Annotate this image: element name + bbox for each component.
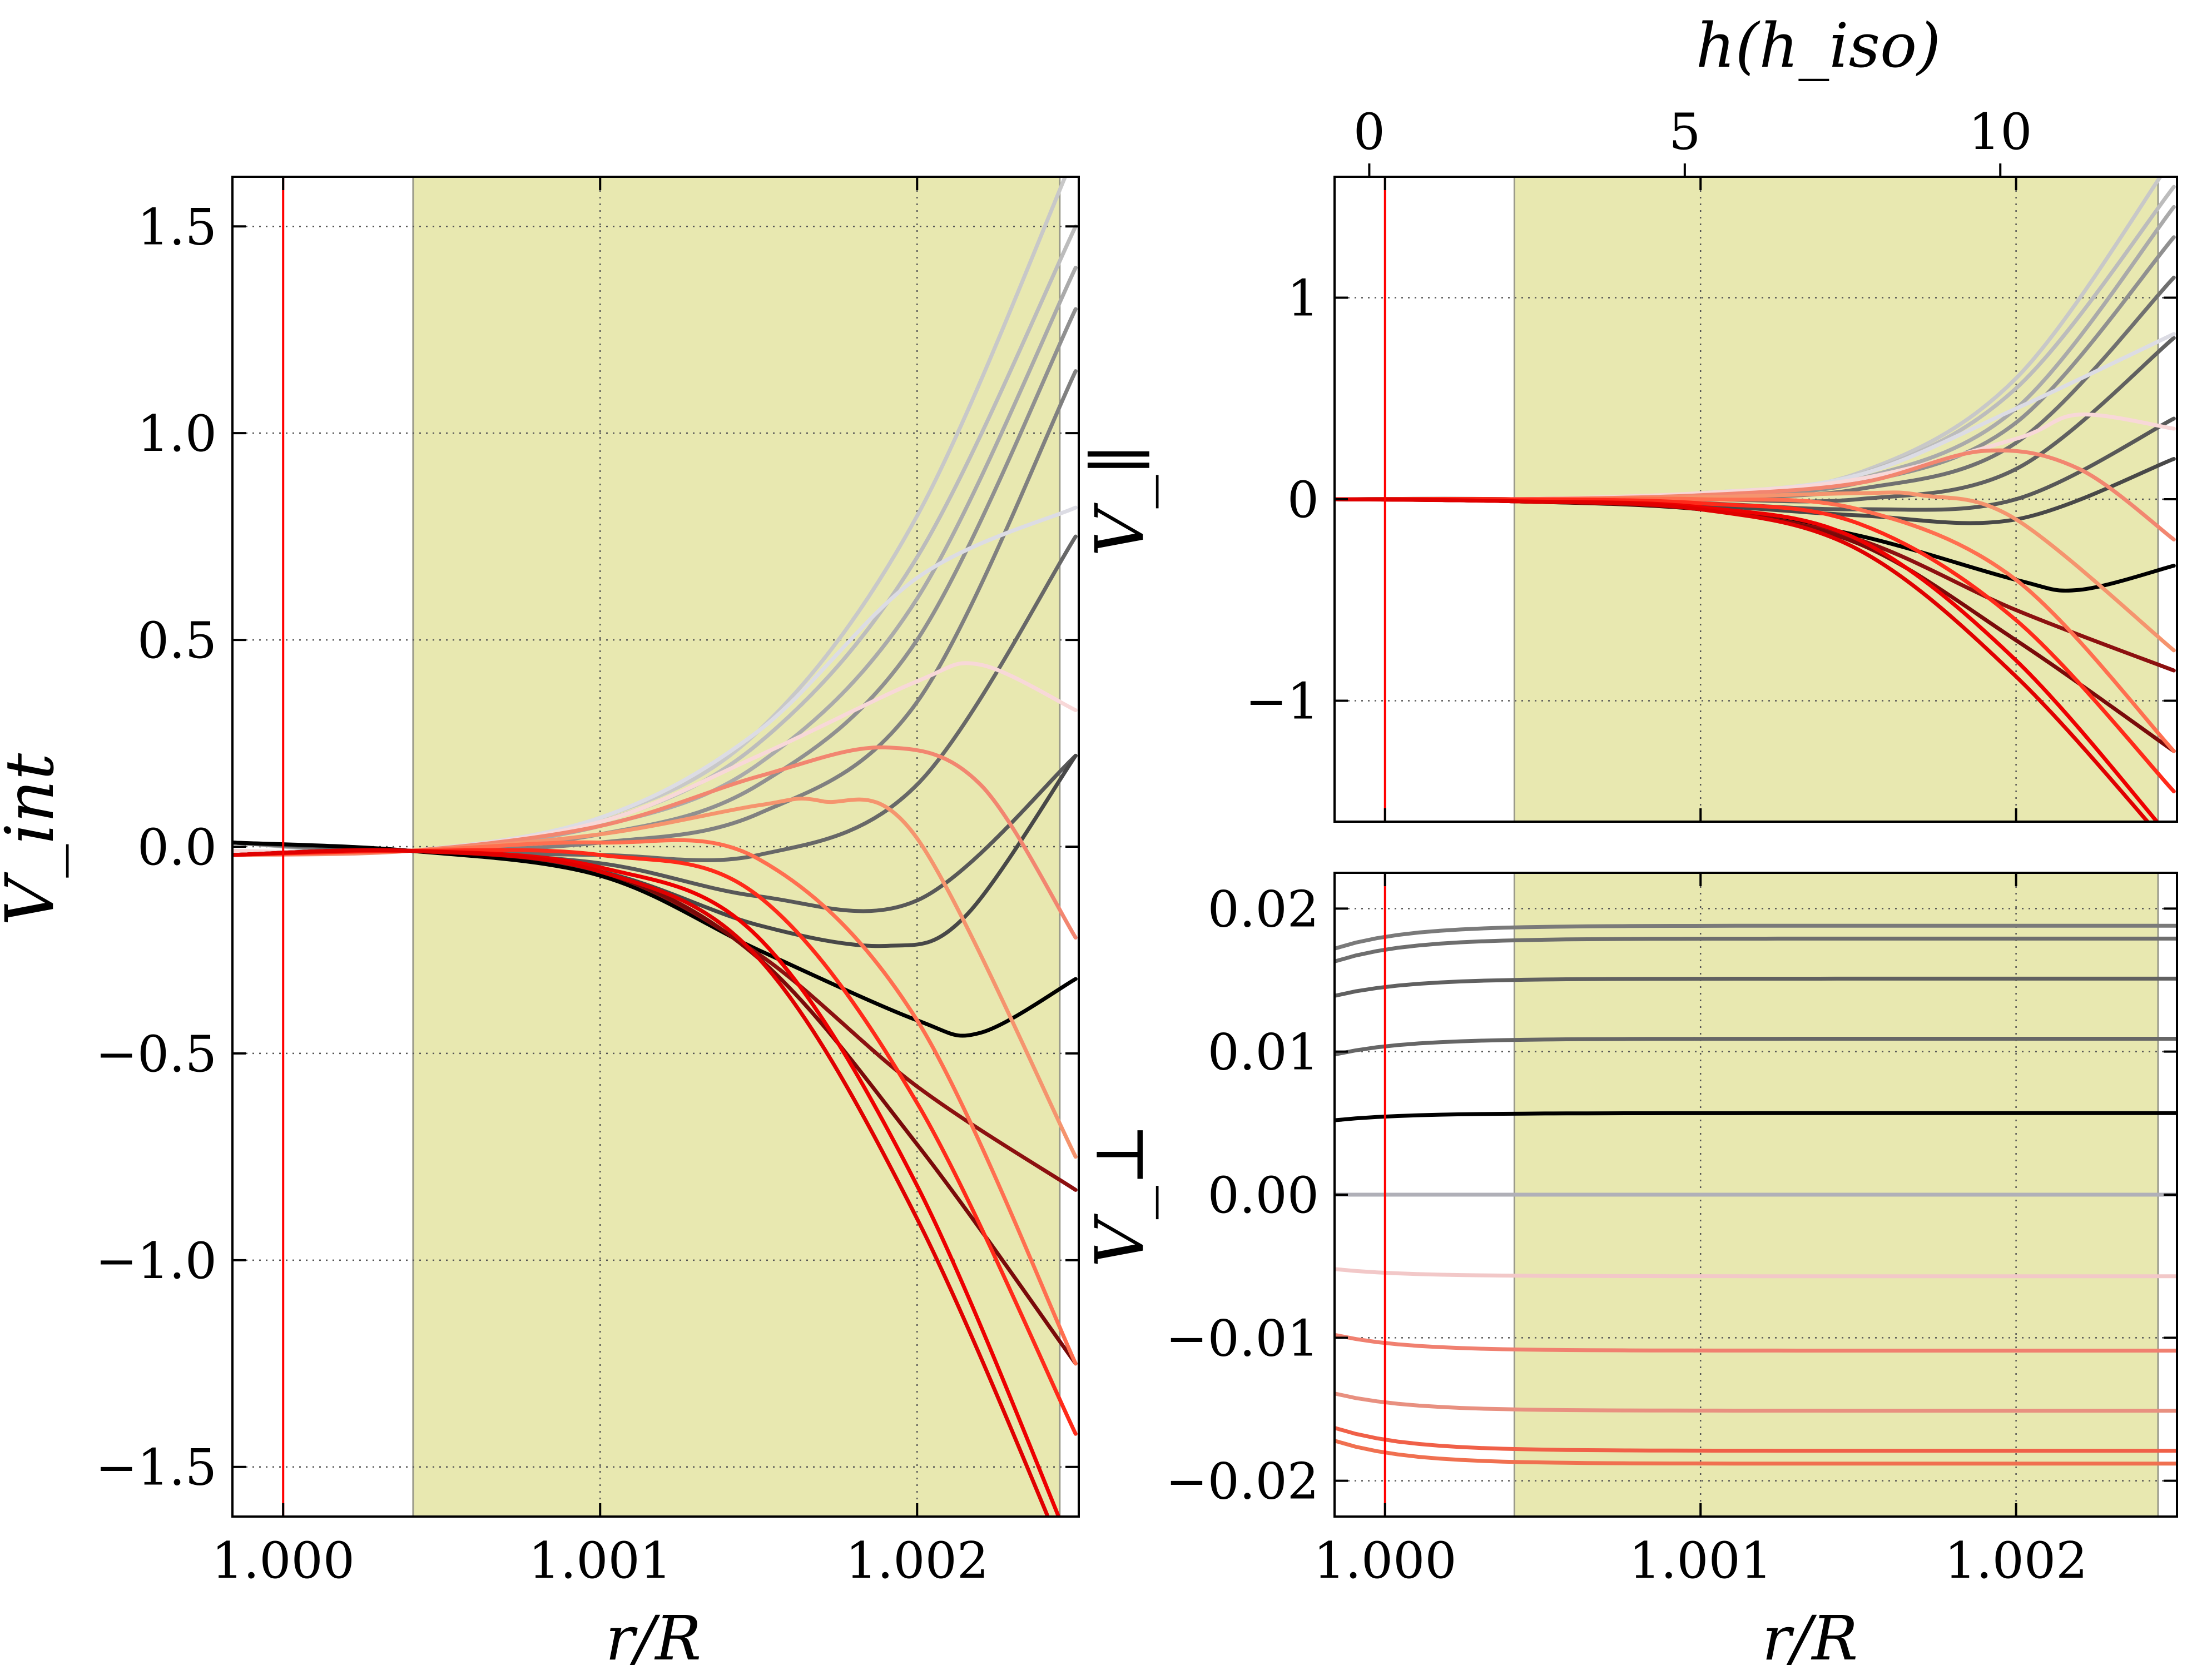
vint-series [232,177,1078,1517]
vperp-series-black [1335,1111,2177,1122]
vperp-x-tick-label: 1.002 [1945,1532,2088,1590]
vperp-y-tick-label: −0.02 [1166,1453,1319,1511]
vint-series-red-3 [232,848,1050,1517]
vperp-y-tick-labels: −0.02 −0.01 0.00 0.01 0.02 [1166,880,1319,1510]
vint-x-tick-label: 1.001 [528,1532,672,1590]
panel-vint: 1.000 1.001 1.002 −1.5 −1.0 −0.5 0.0 0.5 1.0 1.5… [0,176,1080,1674]
vint-x-tick-label: 1.000 [211,1532,355,1590]
vperp-y-tick-label: −0.01 [1166,1309,1319,1368]
vperp-x-tick-labels: 1.000 1.001 1.002 [1313,1532,2087,1590]
vint-y-tick-label: 0.5 [137,612,217,670]
vint-y-tick-label: −0.5 [95,1025,217,1083]
vperp-ticks [1335,873,2177,1517]
vpar-ticks [1335,163,2177,822]
vperp-series-coral-1 [1335,1426,2177,1453]
vperp-series-grey-3 [1335,976,2177,998]
vpar-series-red-3 [1335,497,2150,822]
vperp-series [1335,923,2177,1466]
vpar-top-label-text: h(h_iso) [1696,10,1941,81]
vint-xlabel-text: r/R [606,1603,701,1674]
vpar-top-axis-label: h(h_iso) [1696,10,1941,81]
vperp-x-tick-label: 1.000 [1313,1532,1457,1590]
vint-x-axis-label: r/R [606,1603,701,1674]
vpar-y-tick-label: 0 [1287,471,1319,529]
vint-y-tick-label: −1.0 [95,1232,217,1290]
vpar-top-tick-label: 0 [1353,103,1385,161]
vperp-y-tick-label: 0.00 [1208,1166,1319,1225]
vint-ticks [232,177,1079,1517]
vint-y-axis-label: V_int [0,753,69,926]
vperp-y-tick-label: 0.01 [1208,1023,1319,1082]
panel-vperp: 1.000 1.001 1.002 −0.02 −0.01 0.00 0.01 0.02 r… [1082,872,2178,1674]
vint-y-tick-label: 0.0 [137,818,217,877]
vint-y-tick-label: 1.0 [137,405,217,463]
vint-ylabel-text: V_int [0,753,69,926]
vpar-ylabel-text: V_∥ [1082,444,1159,556]
vperp-x-axis-label: r/R [1762,1603,1858,1674]
vint-x-tick-label: 1.002 [845,1532,989,1590]
vperp-series-salmon-2 [1335,1391,2177,1413]
vperp-series-grey-1 [1335,923,2177,951]
vpar-top-tick-labels: 0 5 10 [1353,103,2032,161]
vperp-series-coral-2 [1335,1439,2177,1466]
vpar-y-tick-labels: −1 0 1 [1245,270,1319,731]
vperp-ylabel-text: V_⊥ [1082,1123,1159,1268]
vint-x-tick-labels: 1.000 1.001 1.002 [211,1532,989,1590]
vpar-series [1335,177,2176,822]
vpar-top-tick-label: 5 [1669,103,1700,161]
vperp-series-salmon-1 [1335,1333,2177,1353]
vperp-series-grey-2 [1335,936,2177,963]
vperp-series-pale-pink [1335,1267,2177,1279]
vint-y-tick-label: −1.5 [95,1439,217,1497]
vperp-y-tick-label: 0.02 [1208,880,1319,938]
vint-y-tick-labels: −1.5 −1.0 −0.5 0.0 0.5 1.0 1.5 [95,198,217,1497]
vperp-xlabel-text: r/R [1762,1603,1858,1674]
vperp-y-axis-label: V_⊥ [1082,1123,1159,1268]
vpar-y-axis-label: V_∥ [1082,444,1159,556]
vpar-y-tick-label: −1 [1245,673,1319,731]
vpar-top-tick-label: 10 [1968,103,2032,161]
vpar-y-tick-label: 1 [1287,270,1319,328]
vint-y-tick-label: 1.5 [137,198,217,256]
panel-vpar: 0 5 10 −1 0 1 h(h_iso) V_∥ [1082,10,2178,823]
vperp-x-tick-label: 1.001 [1629,1532,1772,1590]
vperp-series-grey-4 [1335,1037,2177,1057]
